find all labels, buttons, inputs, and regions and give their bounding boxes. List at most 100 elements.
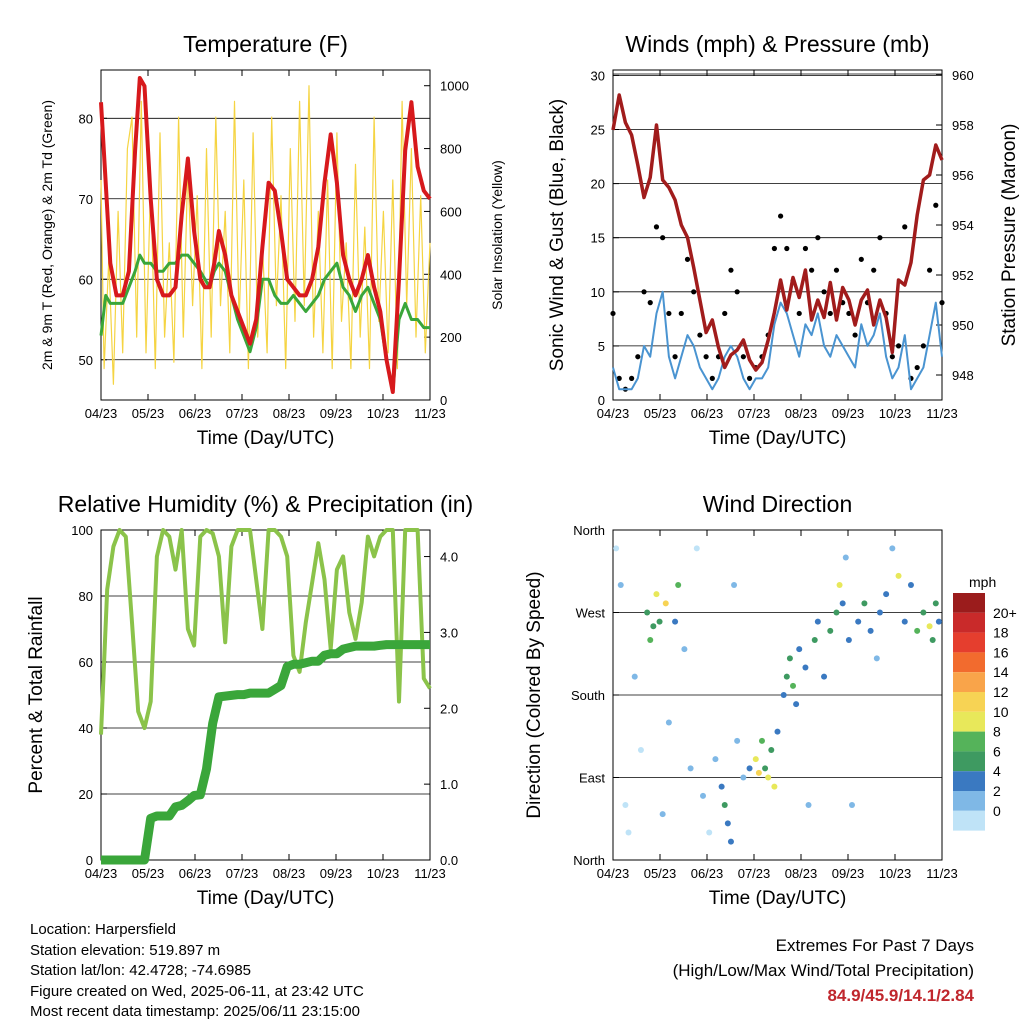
wind-direction-point: [656, 618, 663, 625]
humidity-y2-tick-label: 3.0: [440, 625, 458, 640]
wind-speed-legend-label: 10: [993, 704, 1009, 720]
wind-direction-point: [706, 829, 713, 836]
winds-y-tick-label: 25: [591, 123, 605, 138]
temperature-title: Temperature (F): [183, 31, 348, 57]
gust-point: [678, 310, 684, 317]
winds-y2-tick-label: 948: [952, 368, 974, 383]
humidity-y-tick-label: 80: [79, 589, 93, 604]
humidity-title: Relative Humidity (%) & Precipitation (i…: [58, 491, 473, 517]
gust-point: [771, 245, 777, 252]
wind-direction-point: [783, 673, 790, 680]
wind-direction-point: [631, 673, 638, 680]
wind_direction-x-tick-label: 05/23: [644, 866, 677, 881]
wind-direction-point: [780, 692, 787, 698]
humidity-x-tick-label: 11/23: [414, 866, 446, 881]
solar-insolation-line: [100, 85, 431, 385]
wind-direction-point: [907, 582, 914, 588]
wind_direction-y-tick-label: West: [576, 606, 606, 621]
wind-direction-point: [734, 737, 741, 744]
wind-direction-point: [842, 554, 849, 561]
wind-speed-legend-label: 4: [993, 763, 1001, 779]
gust-point: [703, 354, 709, 360]
wind-direction-point: [613, 545, 620, 552]
wind-direction-point: [662, 600, 669, 607]
wind_direction-x-tick-label: 08/23: [785, 866, 818, 881]
wind-speed-legend-label: 18: [993, 625, 1009, 641]
wind-direction-point: [659, 811, 666, 818]
wind-speed-legend-swatch: [953, 711, 985, 732]
winds-x-tick-label: 05/23: [644, 406, 677, 421]
extremes-subtitle: (High/Low/Max Wind/Total Precipitation): [672, 961, 974, 980]
wind_direction-y-tick-label: North: [573, 853, 605, 868]
wind_direction-y-tick-label: North: [573, 523, 605, 538]
wind-direction-point: [876, 609, 883, 616]
wind-direction-point: [901, 618, 908, 625]
temperature-x-label: Time (Day/UTC): [197, 428, 335, 449]
wind-direction-point: [724, 820, 731, 827]
wind-direction-point: [845, 637, 852, 643]
wind-direction-point: [712, 756, 719, 763]
temperature-x-tick-label: 05/23: [132, 406, 165, 421]
humidity-x-tick-label: 04/23: [85, 866, 118, 881]
gust-point: [635, 354, 641, 360]
temperature-x-tick-label: 10/23: [367, 406, 400, 421]
wind-speed-legend-swatch: [953, 771, 985, 791]
winds-y2-tick-label: 956: [952, 168, 974, 183]
extremes-values: 84.9/45.9/14.1/2.84: [827, 986, 974, 1005]
wind-direction-point: [762, 765, 769, 772]
wind-direction-point: [693, 545, 700, 552]
winds-x-tick-label: 11/23: [926, 406, 958, 421]
humidity-x-tick-label: 06/23: [179, 866, 212, 881]
elevation-text: Station elevation: 519.897 m: [30, 941, 221, 959]
wind-direction-point: [774, 728, 781, 735]
temperature-y-tick-label: 70: [79, 192, 93, 207]
wind-direction-point: [926, 623, 933, 630]
temperature-y2-tick-label: 800: [440, 142, 462, 157]
gust-point: [684, 256, 691, 262]
gust-point: [877, 235, 883, 241]
wind-direction-point: [932, 600, 939, 607]
gust-point: [871, 267, 877, 273]
humidity-y-tick-label: 20: [79, 787, 93, 802]
humidity-x-label: Time (Day/UTC): [197, 888, 335, 909]
winds-y2-label: Station Pressure (Maroon): [999, 124, 1020, 347]
gust-point: [697, 332, 703, 338]
gust-point: [833, 267, 840, 273]
temperature-y-tick-label: 50: [79, 353, 93, 368]
wind-direction-point: [700, 792, 707, 799]
wind-direction-point: [796, 646, 803, 653]
humidity-x-tick-label: 10/23: [367, 866, 400, 881]
wind-direction-point: [793, 701, 800, 708]
wind_direction-y-tick-label: South: [571, 688, 605, 703]
wind-direction-point: [836, 582, 843, 588]
temperature-y2-tick-label: 0: [440, 393, 447, 408]
wind-direction-point: [765, 774, 772, 781]
winds-x-tick-label: 07/23: [738, 406, 771, 421]
gust-point: [610, 310, 616, 317]
temperature-x-tick-label: 08/23: [273, 406, 306, 421]
temperature-y-tick-label: 80: [79, 111, 93, 126]
wind_direction-x-tick-label: 10/23: [879, 866, 912, 881]
extremes-title: Extremes For Past 7 Days: [775, 936, 974, 955]
wind-direction-point: [731, 582, 738, 588]
total-rainfall-line: [101, 640, 430, 865]
wind-direction-point: [895, 572, 902, 579]
temperature-y-label: 2m & 9m T (Red, Orange) & 2m Td (Green): [39, 100, 55, 370]
wind-speed-legend-swatch: [953, 593, 985, 613]
wind_direction-x-tick-label: 07/23: [738, 866, 771, 881]
wind-direction-point: [827, 627, 834, 634]
winds-x-tick-label: 04/23: [597, 406, 630, 421]
wind-speed-legend-swatch: [953, 791, 985, 811]
wind-speed-legend-label: 12: [993, 684, 1009, 700]
winds-y-tick-label: 10: [591, 285, 605, 300]
humidity-y-tick-label: 0: [86, 853, 93, 868]
gust-point: [629, 375, 635, 381]
temperature-x-tick-label: 07/23: [226, 406, 259, 421]
wind-direction-point: [644, 609, 651, 616]
wind-direction-point: [920, 609, 927, 616]
wind-direction-point: [727, 838, 734, 845]
winds-x-tick-label: 08/23: [785, 406, 818, 421]
wind-speed-legend-label: 6: [993, 743, 1001, 759]
wind-direction-point: [805, 802, 812, 808]
wind-direction-point: [914, 627, 921, 634]
